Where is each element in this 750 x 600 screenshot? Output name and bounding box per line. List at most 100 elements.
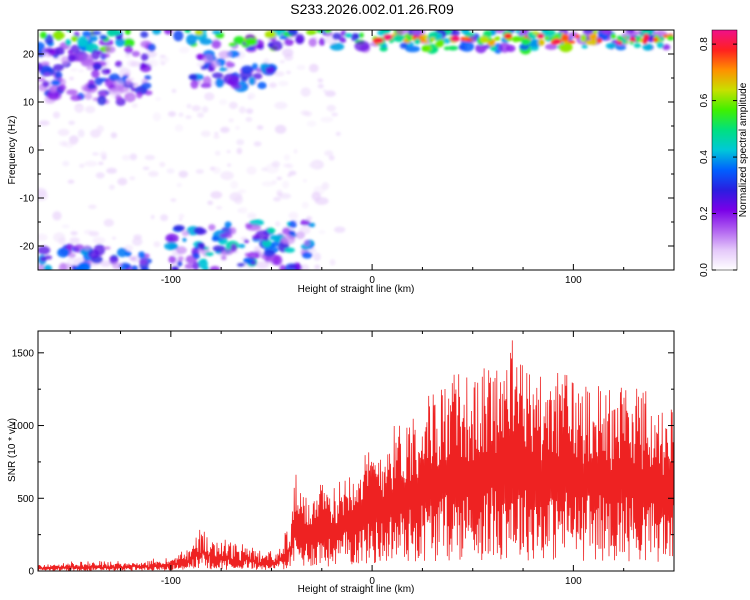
spectrogram-cell <box>173 30 184 42</box>
x-tick-label: 0 <box>369 275 375 286</box>
spectrogram-cell <box>641 30 652 35</box>
spectrogram-cell <box>197 54 205 61</box>
spectrogram-cell <box>200 130 211 137</box>
spectrogram-cell <box>662 34 669 38</box>
spectrogram-cell <box>588 33 598 41</box>
spectrogram-cell <box>257 81 267 90</box>
spectrogram-cell <box>131 265 139 270</box>
spectrogram-cell <box>106 30 122 36</box>
spectrogram-cell <box>38 142 42 148</box>
spectrogram-cell <box>219 99 228 106</box>
spectrogram-cell <box>271 160 281 168</box>
spectrogram-cell <box>536 33 545 39</box>
spectrogram-cell <box>204 92 215 101</box>
spectrogram-cell <box>245 222 253 229</box>
spectrogram-cell <box>70 94 82 101</box>
y-tick-label: 0 <box>28 567 34 578</box>
spectrogram-cell <box>213 135 220 139</box>
spectrogram-cell <box>459 41 475 52</box>
spectrogram-cell <box>216 205 223 210</box>
spectrogram-cell <box>274 71 285 77</box>
spectrogram-cell <box>69 237 80 244</box>
spectrogram-cell <box>104 46 116 54</box>
spectrogram-cell <box>58 262 67 270</box>
spectrogram-cell <box>320 116 334 123</box>
spectrogram-cell <box>248 77 256 86</box>
spectrogram-cell <box>164 242 178 251</box>
spectrogram-cell <box>592 30 598 35</box>
spectrogram-cell <box>284 38 294 46</box>
spectrogram-cell <box>176 182 183 188</box>
spectrogram-cell <box>228 42 237 47</box>
spectrogram-cell <box>131 103 138 108</box>
spectrogram-cell <box>443 46 451 51</box>
spectrogram-cell <box>339 36 347 44</box>
spectrogram-cell <box>44 34 54 45</box>
spectrogram-cell <box>120 265 126 270</box>
spectrogram-cell <box>108 73 121 81</box>
spectrogram-cell <box>527 34 537 40</box>
spectrogram-cell <box>340 30 347 37</box>
spectrogram-cell <box>125 79 132 86</box>
spectrogram-cell <box>279 35 288 40</box>
spectrogram-cell <box>182 237 187 242</box>
spectrogram-cell <box>236 147 243 155</box>
spectrogram-cell <box>395 30 409 36</box>
colorbar: 0.0 0.2 0.4 0.6 0.8 Normalized spectral ampl… <box>699 29 749 277</box>
spectrogram-cell <box>255 261 269 269</box>
spectrogram-cell <box>133 234 142 240</box>
spectrogram-cell <box>67 54 76 63</box>
spectrogram-cell <box>490 45 497 52</box>
spectrogram-cell <box>289 220 297 229</box>
colorbar-tick-label: 0.2 <box>699 206 710 220</box>
spectrogram-cell <box>148 170 159 177</box>
spectrogram-cell <box>237 263 246 267</box>
spectrogram-cell <box>288 230 296 236</box>
spectrogram-cell <box>144 154 155 161</box>
spectrogram-cell <box>538 39 545 46</box>
spectrogram-cell <box>311 191 321 201</box>
spectrogram-cell <box>605 42 616 49</box>
y-tick-label: 10 <box>23 98 35 109</box>
spectrogram-cell <box>66 89 78 96</box>
spectrogram-cell <box>284 247 295 253</box>
spectrogram-cell <box>263 249 276 257</box>
spectrogram-cell <box>393 34 405 42</box>
spectrogram-cell <box>131 82 139 87</box>
spectrogram-cell <box>139 62 147 69</box>
spectrogram-cell <box>177 256 184 262</box>
snr-series-line <box>38 340 674 571</box>
spectrogram-cell <box>124 92 136 103</box>
spectrogram-cell <box>447 45 459 51</box>
spectrogram-cell <box>282 48 294 57</box>
spectrogram-y-axis-title: Frequency (Hz) <box>7 116 18 185</box>
spectrogram-cell <box>261 181 274 187</box>
spectrogram-cell <box>99 151 107 158</box>
spectrogram-cell <box>88 79 95 86</box>
spectrogram-cell <box>585 40 593 45</box>
spectrogram-cell <box>247 251 260 260</box>
spectrogram-cell <box>329 259 336 266</box>
spectrogram-cell <box>238 106 246 114</box>
spectrogram-cell <box>306 216 313 222</box>
spectrogram-cell <box>228 75 240 87</box>
spectrogram-cell <box>324 90 336 97</box>
spectrogram-cell <box>215 78 225 88</box>
spectrogram-cell <box>109 255 119 265</box>
spectrogram-cell <box>198 243 206 251</box>
spectrogram-cell <box>186 34 197 46</box>
spectrogram-cell <box>88 204 97 209</box>
spectrogram-cell <box>480 36 489 44</box>
spectrogram-cell <box>262 239 272 248</box>
spectrogram-cell <box>273 235 283 243</box>
spectrogram-cell <box>197 112 204 118</box>
spectrogram-cell <box>345 33 352 38</box>
spectrogram-cell <box>160 214 169 222</box>
spectrogram-cell <box>124 30 131 36</box>
spectrogram-cell <box>52 211 62 221</box>
spectrogram-cell <box>428 39 433 43</box>
spectrogram-cell <box>112 236 116 240</box>
spectrogram-cell <box>125 250 132 257</box>
spectrogram-cell <box>83 245 91 251</box>
